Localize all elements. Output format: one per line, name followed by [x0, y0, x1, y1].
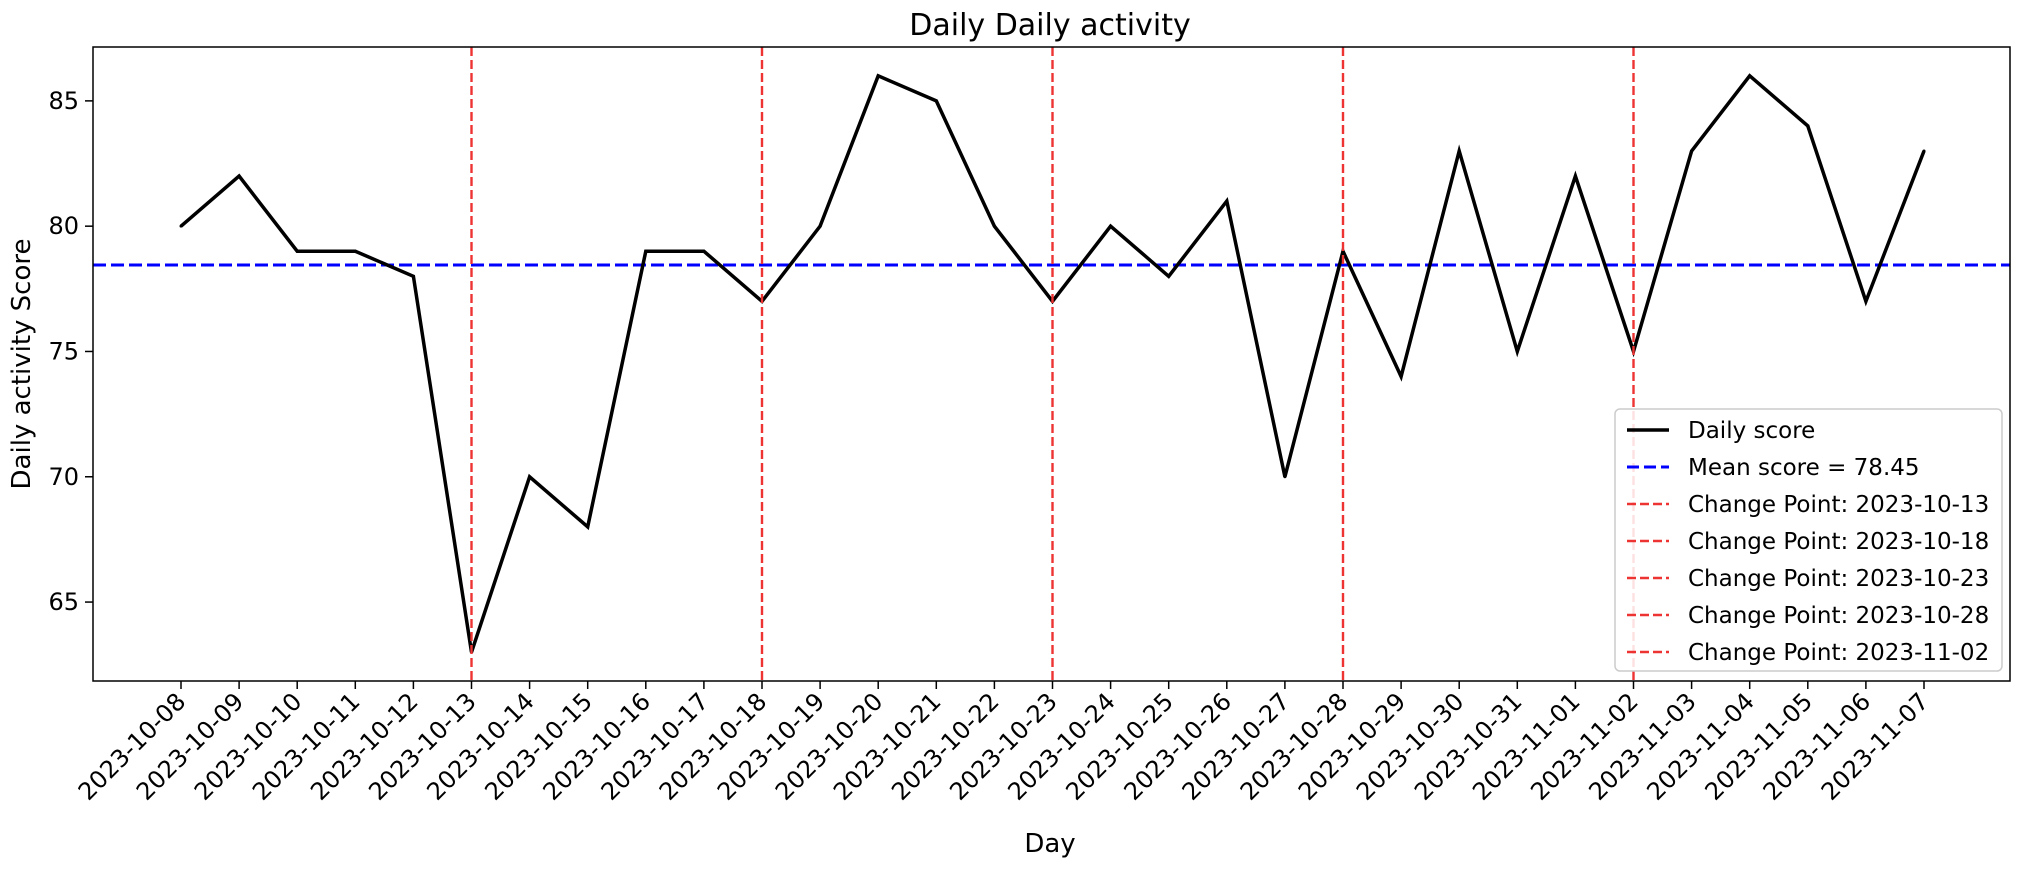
data-point: [1748, 74, 1752, 78]
data-point: [528, 475, 532, 479]
chart-title: Daily Daily activity: [909, 8, 1190, 43]
legend-label: Change Point: 2023-10-18: [1688, 529, 1989, 555]
data-point: [411, 274, 415, 278]
y-axis-label: Daily activity Score: [7, 239, 37, 490]
legend: Daily score Mean score = 78.45 Change Poin…: [1614, 408, 2003, 672]
legend-label: Change Point: 2023-11-02: [1688, 640, 1989, 666]
data-point: [934, 99, 938, 103]
data-point: [1457, 149, 1461, 153]
data-point: [818, 224, 822, 228]
data-point: [586, 525, 590, 529]
data-point: [1806, 124, 1810, 128]
plot-frame: [92, 46, 2011, 682]
y-tick-label: 75: [48, 337, 79, 365]
data-point: [702, 249, 706, 253]
y-tick-label: 80: [48, 212, 79, 240]
data-point: [876, 74, 880, 78]
data-point: [237, 174, 241, 178]
data-point: [1225, 199, 1229, 203]
legend-label: Mean score = 78.45: [1688, 455, 1920, 481]
data-point: [1690, 149, 1694, 153]
data-point: [1167, 274, 1171, 278]
data-point: [1283, 475, 1287, 479]
data-point: [644, 249, 648, 253]
y-tick-label: 70: [48, 463, 79, 491]
data-point: [295, 249, 299, 253]
data-point: [1573, 174, 1577, 178]
legend-label: Change Point: 2023-10-13: [1688, 492, 1989, 518]
data-point: [353, 249, 357, 253]
data-point: [1864, 299, 1868, 303]
legend-label: Change Point: 2023-10-23: [1688, 566, 1989, 592]
y-tick-label: 65: [48, 588, 79, 616]
legend-label: Daily score: [1688, 418, 1815, 444]
data-point: [992, 224, 996, 228]
data-point: [1515, 349, 1519, 353]
y-tick-label: 85: [48, 87, 79, 115]
data-point: [179, 224, 183, 228]
legend-label: Change Point: 2023-10-28: [1688, 603, 1989, 629]
data-point: [1399, 375, 1403, 379]
x-axis-label: Day: [1024, 829, 1075, 859]
data-point: [1109, 224, 1113, 228]
legend-box: [1614, 408, 2003, 672]
data-point: [1922, 149, 1926, 153]
